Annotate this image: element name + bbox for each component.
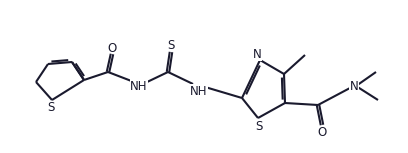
Text: S: S — [167, 39, 175, 52]
Text: S: S — [255, 119, 263, 132]
Text: NH: NH — [190, 84, 208, 97]
Text: N: N — [253, 47, 262, 60]
Text: O: O — [107, 41, 117, 54]
Text: O: O — [317, 127, 327, 140]
Text: NH: NH — [130, 80, 148, 93]
Text: S: S — [47, 101, 55, 114]
Text: N: N — [350, 80, 358, 93]
